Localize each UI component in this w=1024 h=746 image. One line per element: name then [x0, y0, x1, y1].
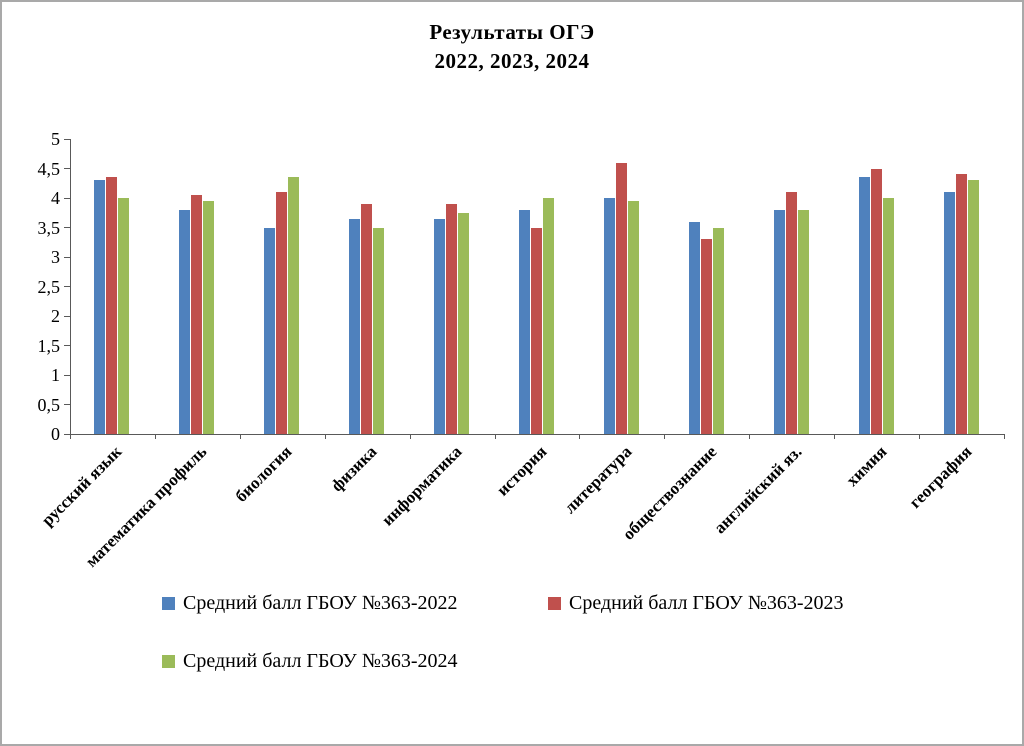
bar: [118, 198, 130, 434]
bar: [700, 239, 712, 434]
y-axis-tick-label: 2,5: [37, 276, 61, 297]
x-axis-tick: [324, 434, 326, 439]
legend-label-2023: Средний балл ГБОУ №363-2023: [569, 592, 844, 614]
y-axis-tick-label: 3,5: [37, 217, 61, 238]
legend-swatch-2022: [162, 597, 175, 610]
bar: [106, 177, 118, 434]
y-axis-tick: [64, 315, 70, 317]
bar: [373, 227, 385, 434]
bar: [458, 212, 470, 434]
bar: [276, 192, 288, 434]
bar: [773, 209, 785, 434]
bar: [434, 218, 446, 434]
y-axis-tick: [64, 227, 70, 228]
bar: [627, 200, 639, 434]
y-axis-tick: [64, 168, 70, 169]
y-axis-tick-label: 4,5: [37, 158, 61, 179]
chart-title: Результаты ОГЭ 2022, 2023, 2024: [2, 18, 1022, 76]
x-axis-tick: [239, 434, 241, 439]
bar: [191, 195, 203, 434]
x-axis-tick: [494, 434, 496, 439]
y-axis-tick: [64, 433, 70, 435]
bar: [519, 209, 530, 434]
y-axis-tick: [64, 404, 70, 405]
bar: [446, 203, 458, 434]
bar: [882, 198, 894, 434]
y-axis-tick: [64, 374, 70, 376]
bar: [797, 209, 809, 434]
bar: [179, 209, 191, 434]
bar: [858, 177, 870, 434]
chart-title-line2: 2022, 2023, 2024: [434, 48, 590, 73]
legend-item-2022: Средний балл ГБОУ №363-2022: [162, 592, 458, 615]
bar: [785, 192, 797, 434]
x-axis-tick: [749, 434, 751, 439]
bar: [967, 180, 979, 434]
bar: [361, 203, 373, 434]
legend-label-2024: Средний балл ГБОУ №363-2024: [183, 650, 458, 672]
x-axis-tick: [664, 434, 666, 439]
x-axis-tick: [1004, 434, 1005, 439]
x-axis-tick: [409, 434, 411, 439]
bar: [94, 180, 106, 434]
bar: [203, 200, 215, 434]
legend-item-2024: Средний балл ГБОУ №363-2024: [162, 650, 458, 673]
bar: [264, 227, 276, 434]
y-axis-tick-label: 3: [51, 247, 60, 267]
y-axis-tick-label: 0: [51, 424, 60, 444]
bar: [543, 198, 554, 434]
bar: [288, 177, 300, 434]
x-axis-tick: [834, 434, 836, 439]
y-axis-tick-label: 2: [51, 306, 60, 326]
legend-swatch-2024: [162, 655, 175, 668]
x-axis-tick: [154, 434, 156, 439]
bar: [712, 227, 724, 434]
bar: [615, 162, 627, 434]
y-axis-tick: [64, 345, 70, 346]
bar: [603, 198, 615, 434]
bar: [943, 192, 955, 434]
bar: [870, 168, 882, 434]
legend-swatch-2023: [548, 597, 561, 610]
legend-item-2023: Средний балл ГБОУ №363-2023: [548, 592, 844, 615]
bar: [955, 174, 967, 434]
x-axis-tick: [70, 434, 71, 439]
bar: [349, 218, 361, 434]
y-axis-tick: [64, 197, 70, 199]
plot-area: [70, 139, 1005, 435]
y-axis-tick-label: 0,5: [37, 394, 61, 415]
bar: [688, 221, 700, 434]
y-axis-tick-label: 4: [51, 188, 60, 208]
bar: [531, 227, 542, 434]
x-axis-tick: [919, 434, 921, 439]
chart-title-line1: Результаты ОГЭ: [429, 20, 595, 44]
y-axis-tick-label: 1,5: [37, 335, 61, 356]
y-axis-tick: [64, 138, 70, 140]
x-axis-tick: [579, 434, 581, 439]
legend-label-2022: Средний балл ГБОУ №363-2022: [183, 592, 458, 614]
y-axis-tick: [64, 256, 70, 258]
y-axis-tick: [64, 286, 70, 287]
y-axis-tick-label: 1: [51, 365, 60, 385]
y-axis-tick-label: 5: [51, 129, 60, 149]
